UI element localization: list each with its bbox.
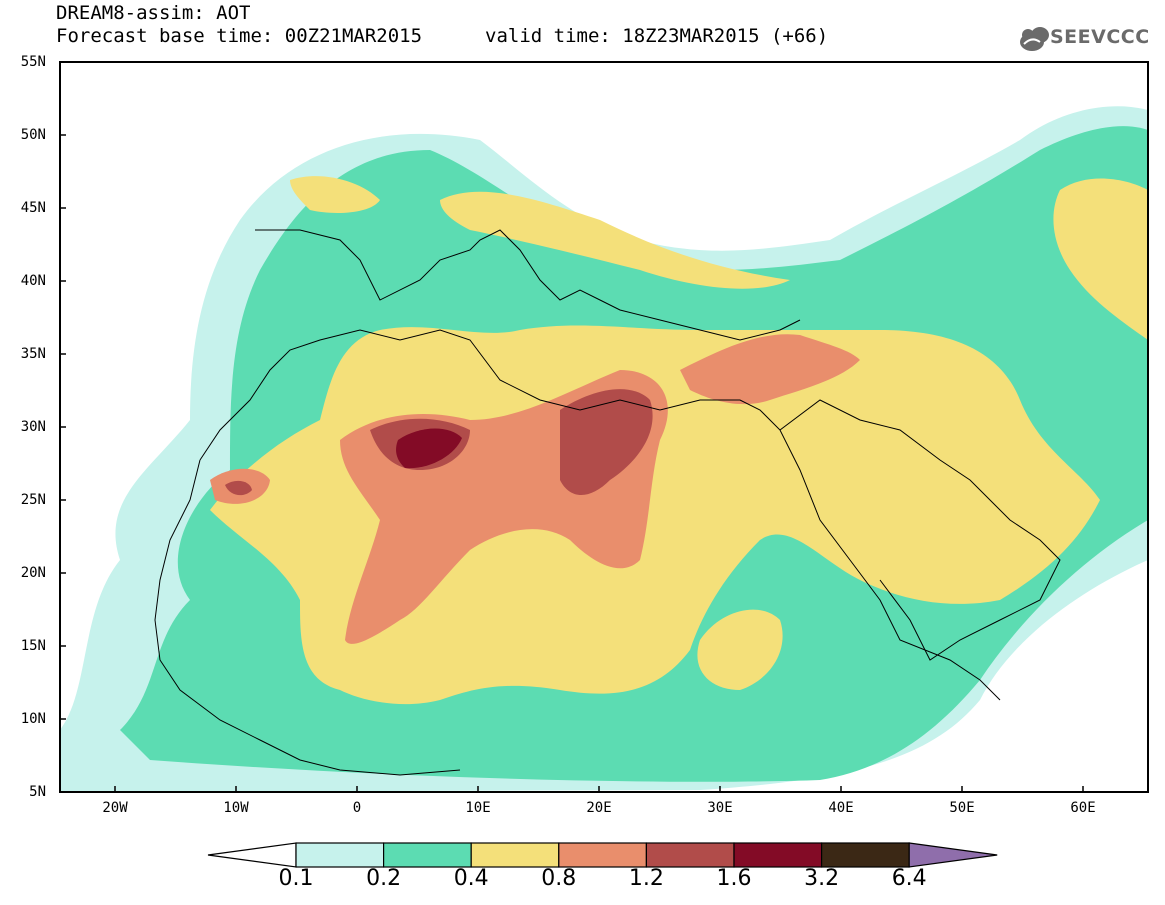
logo-text: SEEVCCC	[1050, 26, 1150, 48]
europe-coast	[255, 229, 801, 341]
lat-tick-label: 55N	[20, 54, 46, 70]
lon-tick-label: 10E	[465, 800, 491, 816]
lon-tick-label: 40E	[828, 800, 854, 816]
lat-tick-label: 50N	[20, 127, 46, 143]
lat-tick-label: 40N	[20, 273, 46, 289]
lat-tick-label: 45N	[20, 200, 46, 216]
aot-contour-1-2-west	[225, 480, 252, 496]
aot-contour-1-2	[370, 389, 653, 495]
lon-tick-label: 60E	[1070, 800, 1096, 816]
west-africa-coast	[154, 459, 461, 776]
lon-tick-label: 30E	[707, 800, 733, 816]
colorbar-label: 1.6	[716, 866, 752, 891]
seevccc-logo	[1020, 27, 1049, 51]
colorbar-label: 0.1	[278, 866, 314, 891]
coastlines	[154, 229, 1061, 776]
aot-contour-0-4-central-africa	[697, 609, 783, 690]
lon-tick-label: 0	[352, 800, 362, 816]
lat-tick-label: 10N	[20, 711, 46, 727]
lat-tick-label: 30N	[20, 419, 46, 435]
map-title: DREAM8-assim: AOT	[56, 2, 251, 24]
colorbar-label: 0.4	[453, 866, 489, 891]
africa-coast	[199, 329, 1001, 701]
lon-tick-label: 20E	[586, 800, 612, 816]
tick-marks	[60, 61, 1084, 793]
forecast-base-time: Forecast base time: 00Z21MAR2015	[56, 25, 423, 47]
colorbar-label: 0.2	[366, 866, 402, 891]
colorbar-label: 0.8	[541, 866, 577, 891]
colorbar-label: 6.4	[891, 866, 927, 891]
aot-contour-0-8-east	[680, 334, 860, 405]
colorbar-label: 3.2	[804, 866, 840, 891]
lon-tick-label: 10W	[223, 800, 249, 816]
aot-contour-1-6	[396, 428, 462, 469]
lat-tick-label: 15N	[20, 638, 46, 654]
lon-tick-label: 20W	[102, 800, 128, 816]
lon-tick-label: 50E	[949, 800, 975, 816]
lat-tick-label: 25N	[20, 492, 46, 508]
arabia-coast	[779, 399, 1061, 661]
valid-time: valid time: 18Z23MAR2015 (+66)	[485, 25, 829, 47]
colorbar-label: 1.2	[628, 866, 664, 891]
lat-tick-label: 35N	[20, 346, 46, 362]
lat-tick-label: 20N	[20, 565, 46, 581]
lat-tick-label: 5N	[29, 784, 46, 800]
aot-field	[60, 62, 1148, 792]
aot-contour-0-4-north	[290, 176, 1148, 340]
